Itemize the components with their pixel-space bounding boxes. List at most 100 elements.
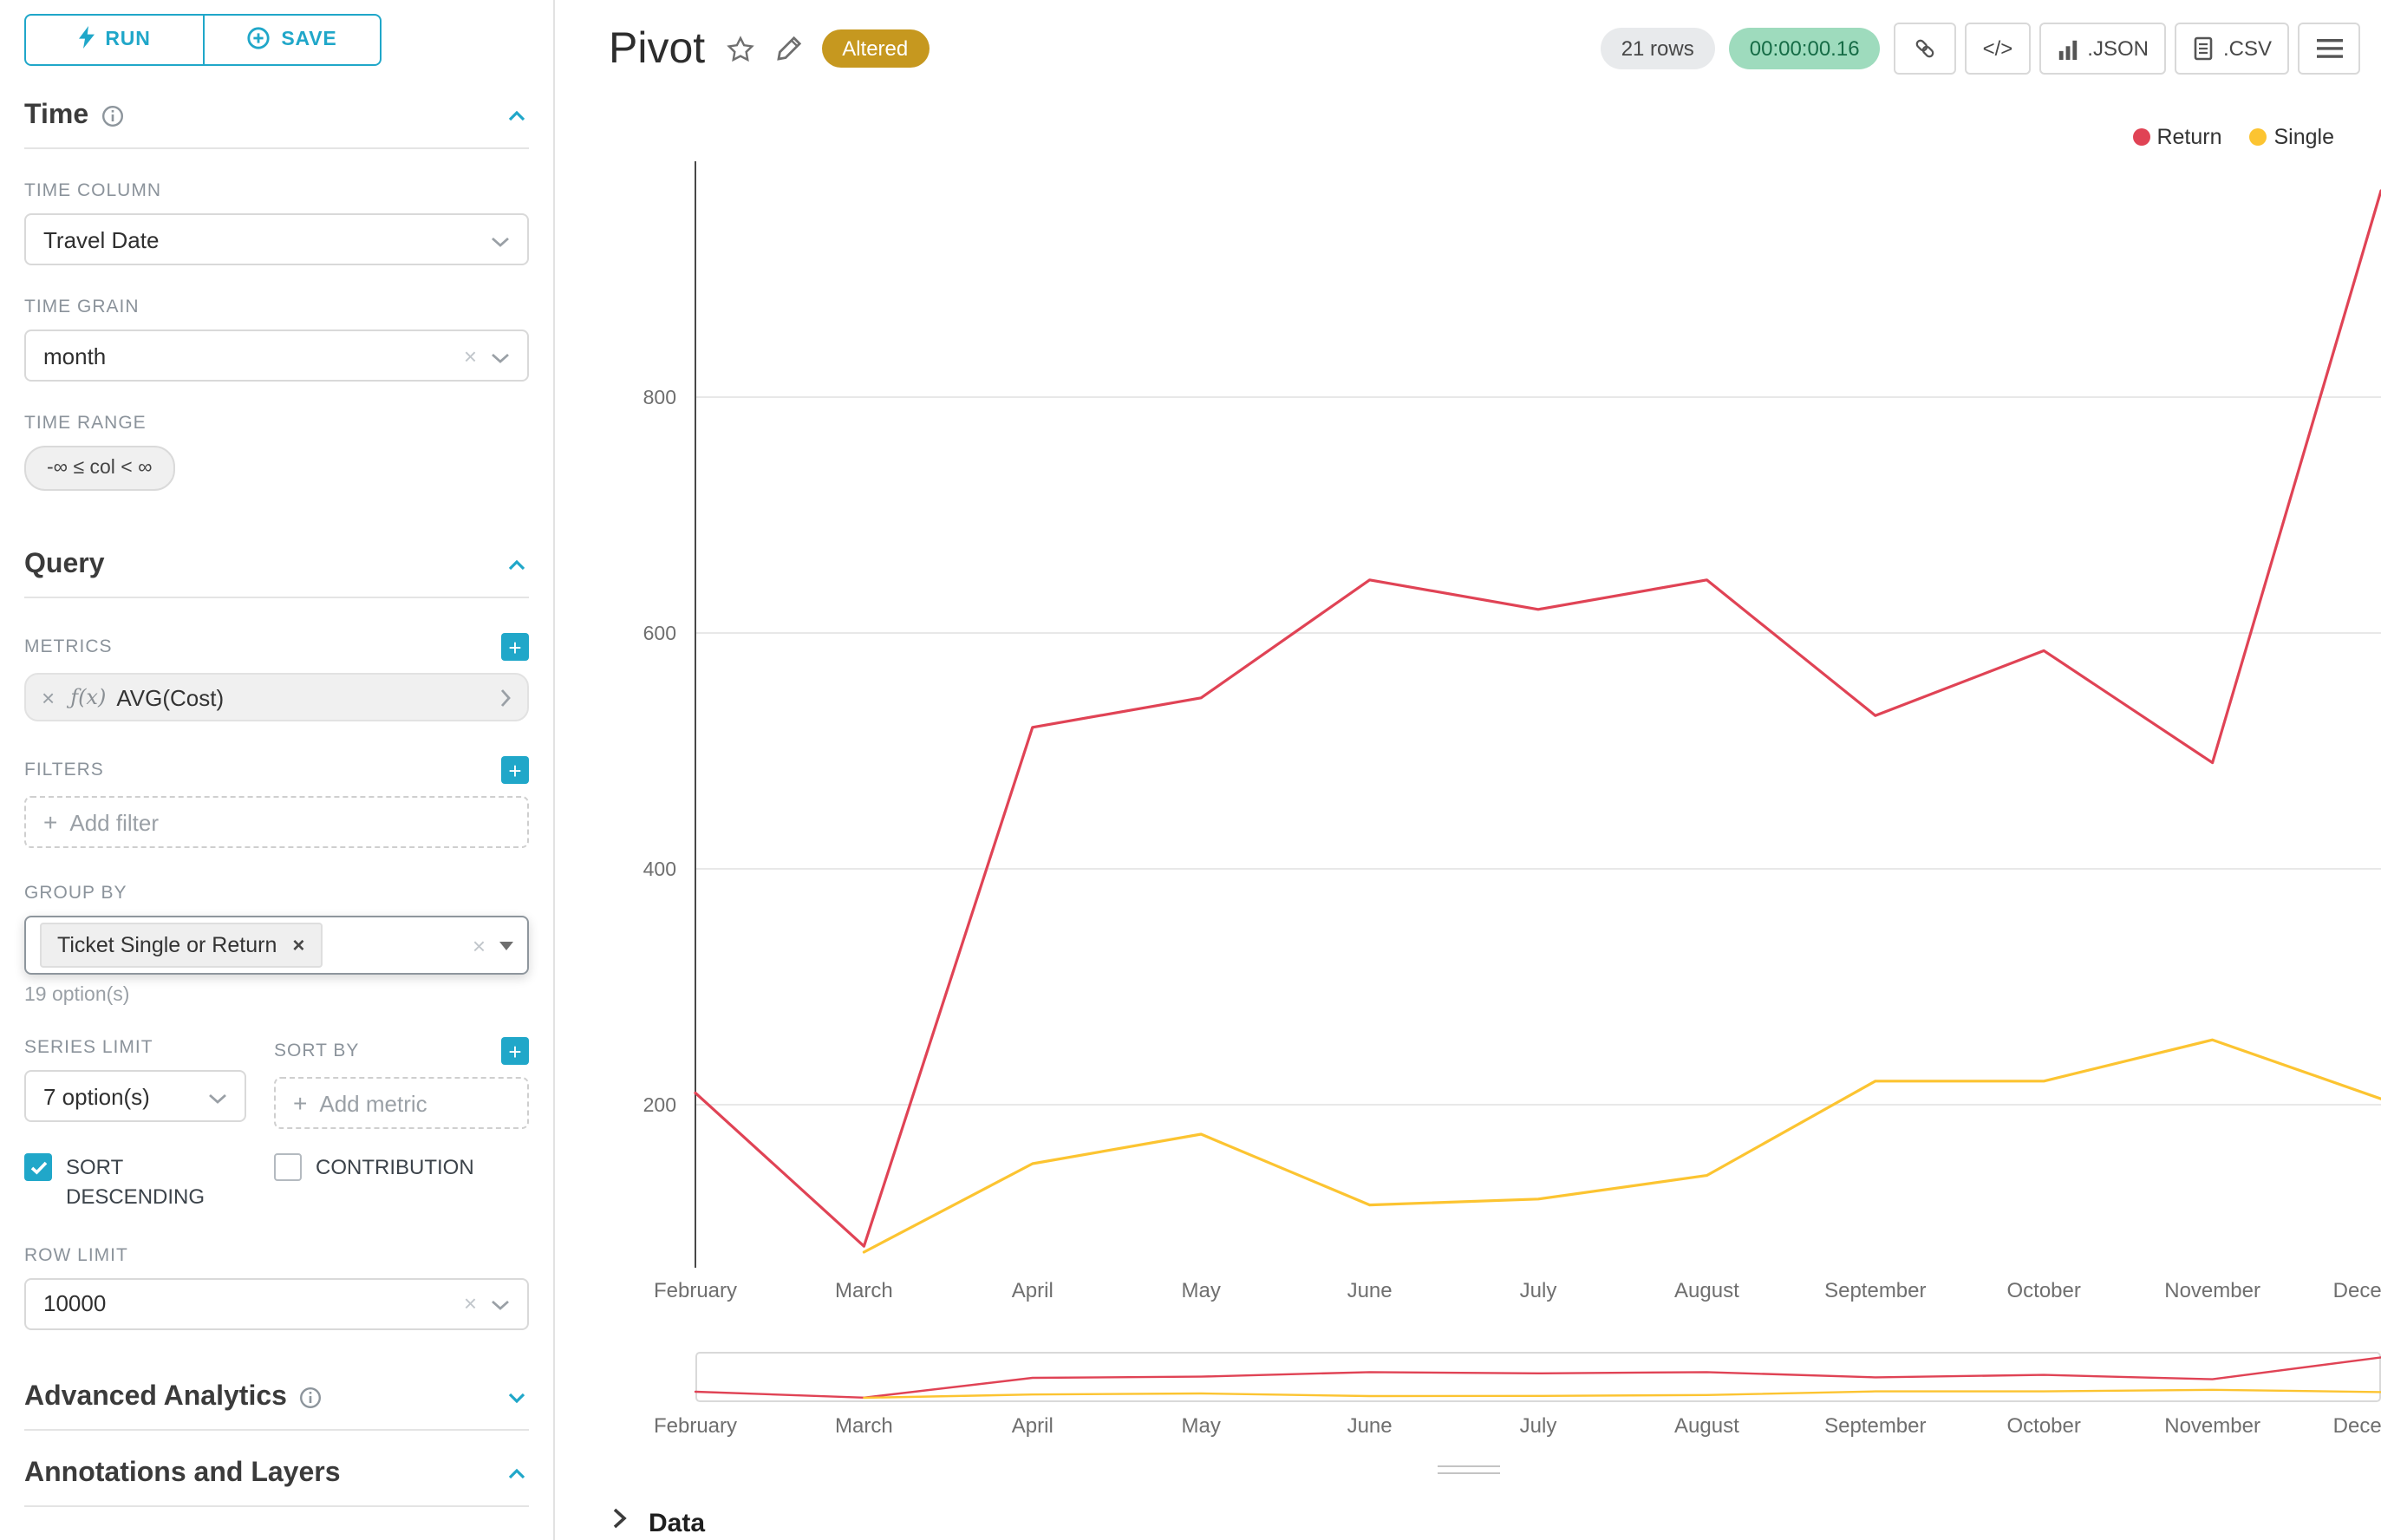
time-grain-select[interactable]: month × — [24, 330, 529, 382]
svg-text:May: May — [1182, 1279, 1221, 1302]
chevron-down-icon — [491, 343, 510, 369]
chevron-down-icon — [491, 226, 510, 252]
checkbox-unchecked-icon — [274, 1153, 302, 1181]
info-icon[interactable] — [101, 104, 125, 128]
add-metric-placeholder: Add metric — [319, 1090, 427, 1116]
menu-button[interactable] — [2298, 23, 2360, 75]
filters-label: FILTERS — [24, 760, 104, 780]
svg-text:September: September — [1824, 1414, 1926, 1438]
annotations-header: Annotations and Layers — [24, 1458, 529, 1507]
row-limit-select[interactable]: 10000 × — [24, 1277, 529, 1330]
data-panel-toggle[interactable]: Data — [612, 1507, 705, 1538]
chevron-up-icon[interactable] — [505, 104, 529, 128]
remove-chip-icon[interactable]: × — [292, 933, 305, 957]
group-by-chip[interactable]: Ticket Single or Return × — [40, 923, 323, 968]
group-by-select[interactable]: Ticket Single or Return × × — [24, 916, 529, 975]
chevron-up-icon[interactable] — [505, 1462, 529, 1486]
chevron-down-icon — [491, 1291, 510, 1317]
chevron-down-icon[interactable] — [505, 1386, 529, 1410]
svg-text:200: 200 — [643, 1093, 676, 1116]
function-icon: ƒ(x) — [70, 685, 107, 709]
contribution-label: CONTRIBUTION — [316, 1155, 474, 1179]
copy-link-button[interactable] — [1894, 23, 1957, 75]
add-metric-plus-button[interactable]: + — [501, 633, 529, 661]
query-timer-badge: 00:00:00.16 — [1728, 28, 1881, 69]
add-filter-dropzone[interactable]: + Add filter — [24, 796, 529, 848]
time-grain-label: TIME GRAIN — [24, 297, 140, 317]
add-sort-metric-plus-button[interactable]: + — [501, 1037, 529, 1065]
clear-icon[interactable]: × — [463, 1290, 477, 1317]
svg-text:September: September — [1824, 1279, 1926, 1302]
time-grain-value: month — [43, 343, 107, 369]
sort-descending-checkbox[interactable]: SORT DESCENDING — [24, 1153, 246, 1214]
line-chart[interactable]: 200 400 600 800 February March April May June Jul… — [555, 0, 2381, 1335]
group-by-chip-label: Ticket Single or Return — [57, 933, 277, 957]
chevron-up-icon[interactable] — [505, 553, 529, 578]
time-range-label: TIME RANGE — [24, 413, 147, 434]
svg-text:800: 800 — [643, 386, 676, 408]
export-json-button[interactable]: .JSON — [2039, 23, 2166, 75]
svg-text:October: October — [2007, 1414, 2081, 1438]
svg-text:February: February — [654, 1279, 737, 1302]
svg-text:December: December — [2333, 1414, 2381, 1438]
svg-text:400: 400 — [643, 858, 676, 880]
legend-item-return[interactable]: Return — [2132, 125, 2222, 149]
caret-down-icon[interactable] — [499, 941, 513, 949]
group-by-options-hint: 19 option(s) — [24, 985, 130, 1006]
checkbox-checked-icon — [24, 1153, 52, 1181]
legend-item-single[interactable]: Single — [2249, 125, 2334, 149]
query-section-title: Query — [24, 550, 105, 579]
time-range-pill[interactable]: -∞ ≤ col < ∞ — [24, 446, 175, 491]
remove-metric-icon[interactable]: × — [42, 684, 55, 710]
svg-text:March: March — [835, 1414, 893, 1438]
run-button[interactable]: RUN — [24, 14, 204, 66]
add-filter-plus-button[interactable]: + — [501, 756, 529, 784]
mini-range-chart[interactable]: February March April May June July August Septe… — [555, 1335, 2381, 1457]
legend-label: Return — [2156, 125, 2222, 149]
svg-text:July: July — [1520, 1414, 1557, 1438]
advanced-analytics-title: Advanced Analytics — [24, 1381, 287, 1412]
time-column-select[interactable]: Travel Date — [24, 213, 529, 265]
panel-resize-handle[interactable] — [1437, 1465, 1499, 1479]
chevron-right-icon[interactable] — [499, 688, 512, 707]
save-button[interactable]: SAVE — [204, 14, 382, 66]
group-by-label: GROUP BY — [24, 883, 127, 904]
clear-icon[interactable]: × — [472, 932, 486, 958]
embed-code-button[interactable]: </> — [1965, 23, 2031, 75]
chart-panel: 200 400 600 800 February March April May June Jul… — [555, 0, 2381, 1540]
series-limit-value: 7 option(s) — [43, 1083, 150, 1109]
series-limit-label: SERIES LIMIT — [24, 1037, 153, 1058]
svg-text:October: October — [2007, 1279, 2081, 1302]
svg-text:March: March — [835, 1279, 893, 1302]
time-section-title: Time — [24, 101, 89, 130]
chart-title: Pivot — [609, 23, 706, 72]
info-icon[interactable] — [299, 1386, 323, 1410]
series-limit-select[interactable]: 7 option(s) — [24, 1070, 246, 1122]
svg-text:May: May — [1182, 1414, 1221, 1438]
chart-header: Pivot Altered 21 rows 00:00:00.16 </> .J… — [555, 0, 2381, 97]
bar-chart-icon — [2058, 39, 2077, 60]
svg-text:November: November — [2164, 1279, 2260, 1302]
clear-icon[interactable]: × — [463, 343, 477, 369]
sort-by-label: SORT BY — [274, 1041, 360, 1061]
hamburger-icon — [2316, 39, 2342, 58]
svg-text:April: April — [1012, 1414, 1054, 1438]
lightning-icon — [77, 26, 95, 54]
edit-pencil-icon[interactable] — [774, 35, 802, 62]
favorite-star-icon[interactable] — [724, 34, 755, 63]
metric-chip-label: AVG(Cost) — [116, 684, 225, 710]
contribution-checkbox[interactable]: CONTRIBUTION — [274, 1153, 474, 1184]
altered-badge[interactable]: Altered — [821, 29, 930, 68]
add-sort-metric-dropzone[interactable]: + Add metric — [274, 1077, 529, 1129]
svg-text:August: August — [1674, 1414, 1739, 1438]
svg-text:April: April — [1012, 1279, 1054, 1302]
chart-legend: Return Single — [2132, 125, 2334, 149]
svg-text:June: June — [1347, 1414, 1393, 1438]
chevron-down-icon — [208, 1083, 227, 1109]
save-icon — [246, 25, 271, 55]
time-column-label: TIME COLUMN — [24, 180, 161, 201]
metric-chip[interactable]: × ƒ(x) AVG(Cost) — [24, 673, 529, 721]
run-button-label: RUN — [105, 29, 151, 50]
legend-dot — [2249, 128, 2267, 146]
export-csv-button[interactable]: .CSV — [2174, 23, 2289, 75]
